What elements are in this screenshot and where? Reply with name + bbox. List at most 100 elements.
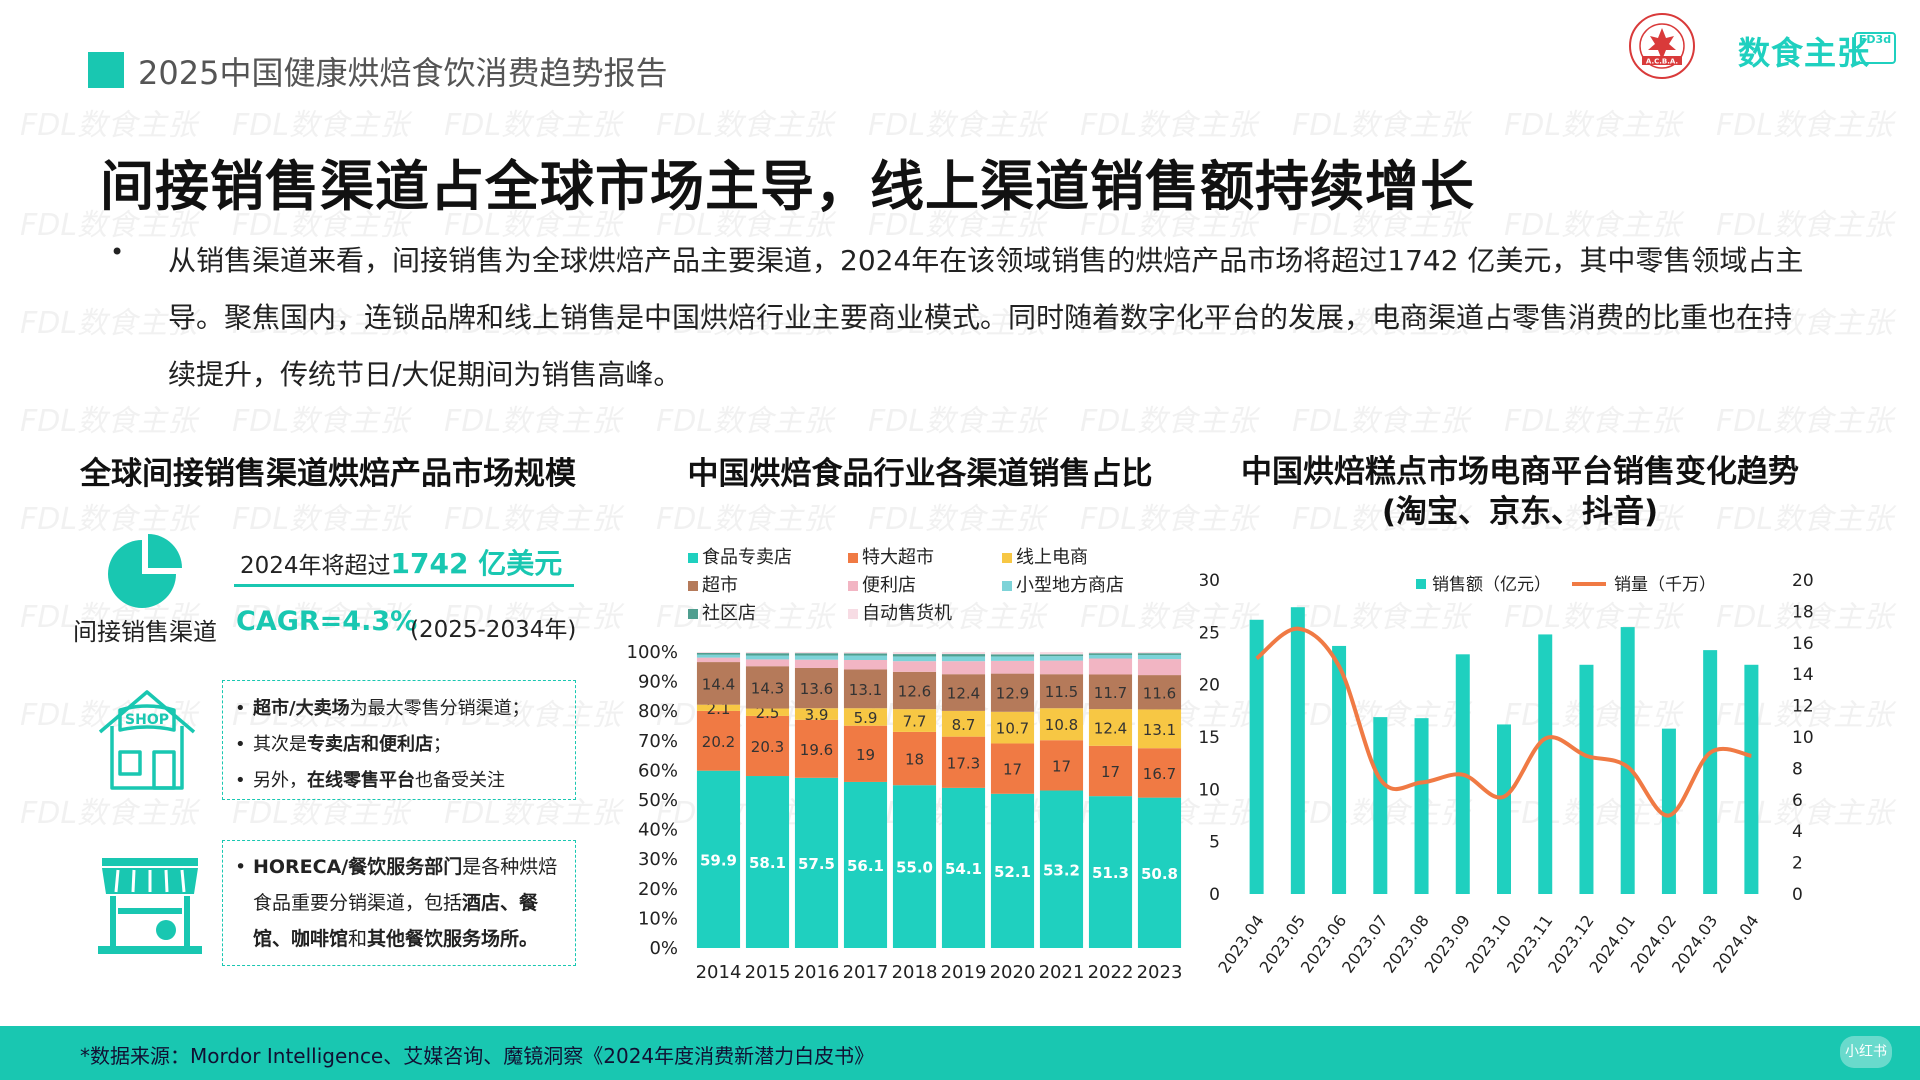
stacked-bar-segment <box>794 667 839 709</box>
segment-value-label: 10.8 <box>1045 716 1078 734</box>
stacked-bar-segment <box>696 704 741 711</box>
stacked-bar-segment <box>843 781 888 948</box>
segment-value-label: 11.7 <box>1094 684 1127 702</box>
shop-sign-text: SHOP <box>125 712 169 728</box>
sales-bar <box>1620 627 1635 894</box>
y-tick-label: 80% <box>638 701 678 722</box>
right-y-tick-label: 4 <box>1792 822 1803 842</box>
segment-value-label: 5.9 <box>854 709 878 727</box>
stacked-bar-segment <box>941 654 986 657</box>
stacked-bar-segment <box>843 659 888 670</box>
segment-value-label: 14.3 <box>751 679 784 697</box>
stacked-bar-segment <box>696 657 741 663</box>
retail-channels-box: 超市/大卖场为最大零售分销渠道； 其次是专卖店和便利店； 另外，在线零售平台也备… <box>222 680 576 800</box>
market-forecast: 2024年将超过1742 亿美元 <box>240 542 562 582</box>
cagr-period: (2025-2034年) <box>410 617 577 643</box>
segment-value-label: 51.3 <box>1092 864 1129 882</box>
stacked-bar-segment <box>1088 654 1133 659</box>
x-tick-label: 2018 <box>892 962 938 983</box>
stacked-bar-segment <box>843 653 888 656</box>
stacked-bar-segment <box>696 652 741 653</box>
legend-label: 线上电商 <box>1016 547 1088 568</box>
x-tick-label: 2015 <box>745 962 791 983</box>
stacked-bar-segment <box>990 652 1035 655</box>
stacked-bar-segment <box>990 793 1035 948</box>
stacked-bar-segment <box>843 708 888 726</box>
segment-value-label: 14.4 <box>702 675 735 693</box>
stacked-bar-segment <box>696 710 741 771</box>
right-y-tick-label: 2 <box>1792 854 1803 874</box>
stacked-bar-segment <box>1088 658 1133 675</box>
footer-bar <box>0 1026 1920 1080</box>
indirect-channel-label: 间接销售渠道 <box>73 618 217 646</box>
stacked-bar-segment <box>941 661 986 675</box>
intro-paragraph: 从销售渠道来看，间接销售为全球烘焙产品主要渠道，2024年在该领域销售的烘焙产品… <box>168 244 1804 391</box>
segment-value-label: 56.1 <box>847 857 884 875</box>
legend-swatch <box>1002 553 1012 563</box>
sales-bar <box>1497 724 1511 894</box>
stacked-bar-segment <box>794 708 839 720</box>
y-tick-label: 40% <box>638 820 678 841</box>
stacked-bar-segment <box>941 787 986 948</box>
stacked-bar-segment <box>1137 748 1182 798</box>
stacked-bar-segment <box>745 708 790 716</box>
watermark-text: FDL数食主张 <box>1080 108 1258 143</box>
x-tick-label: 2016 <box>794 962 840 983</box>
stacked-bar-segment <box>696 662 741 705</box>
storefront-icon <box>98 858 202 954</box>
stacked-bar-segment <box>1137 652 1182 654</box>
segment-value-label: 53.2 <box>1043 861 1080 879</box>
horeca-text: HORECA/餐饮服务部门是各种烘焙食品重要分销渠道，包括酒店、餐馆、咖啡馆和其… <box>231 849 567 957</box>
watermark-text: FDL数食主张 <box>1292 108 1470 143</box>
stacked-bar-segment <box>843 655 888 660</box>
stacked-bar-segment <box>745 653 790 656</box>
y-tick-label: 50% <box>638 790 678 811</box>
legend-swatch <box>848 553 858 563</box>
left-y-tick-label: 5 <box>1209 833 1220 853</box>
stacked-bar-segment <box>892 654 937 657</box>
segment-value-label: 12.4 <box>947 685 980 703</box>
segment-value-label: 13.6 <box>800 680 833 698</box>
segment-value-label: 3.9 <box>805 706 829 724</box>
stacked-bar-segment <box>1088 796 1133 948</box>
x-tick-label: 2021 <box>1039 962 1085 983</box>
stacked-bar-segment <box>1088 709 1133 746</box>
sales-bar <box>1661 728 1676 894</box>
stacked-bar-segment <box>990 673 1035 712</box>
segment-value-label: 8.7 <box>952 716 976 734</box>
retail-item-1: 超市/大卖场为最大零售分销渠道； <box>231 691 567 727</box>
stacked-bar-segment <box>990 656 1035 661</box>
right-y-tick-label: 16 <box>1792 634 1814 654</box>
segment-value-label: 17 <box>1003 761 1022 779</box>
segment-value-label: 16.7 <box>1143 765 1176 783</box>
right-y-tick-label: 10 <box>1792 728 1814 748</box>
y-tick-label: 100% <box>627 642 678 663</box>
watermark-text: FDL数食主张 <box>232 502 410 537</box>
ecommerce-sales-combo-chart: 销售额（亿元） 销量（千万） 0 5 10 15 20 25 30 0 2 4 6 8 10 12 14 16 18… <box>1200 571 1814 976</box>
stacked-bar-segment <box>1039 790 1084 948</box>
segment-value-label: 13.1 <box>1143 721 1176 739</box>
legend-swatch <box>688 609 698 619</box>
stacked-bar-segment <box>1137 654 1182 660</box>
stacked-bar-segment <box>1039 660 1084 675</box>
stacked-bar-segment <box>843 725 888 782</box>
x-tick-label: 2014 <box>696 962 742 983</box>
stacked-bar-segment <box>941 656 986 662</box>
segment-value-label: 12.9 <box>996 685 1029 703</box>
stacked-bar-segment <box>794 653 839 656</box>
stacked-bar-segment <box>1137 659 1182 676</box>
segment-value-label: 20.2 <box>702 733 735 751</box>
sales-bar <box>1373 717 1388 894</box>
stacked-bar-segment <box>941 710 986 737</box>
stacked-bar-segment <box>696 652 741 655</box>
y-tick-label: 70% <box>638 731 678 752</box>
segment-value-label: 54.1 <box>945 860 982 878</box>
retail-item-2: 其次是专卖店和便利店； <box>231 727 567 763</box>
watermark-text: FDL数食主张 <box>444 108 622 143</box>
ecommerce-chart-title: 中国烘焙糕点市场电商平台销售变化趋势 <box>1241 454 1799 490</box>
watermark-text: FDL数食主张 <box>1504 108 1682 143</box>
forecast-value: 1742 亿美元 <box>390 547 563 580</box>
legend-label: 小型地方商店 <box>1016 575 1124 596</box>
right-y-tick-label: 12 <box>1792 697 1814 717</box>
segment-value-label: 12.6 <box>898 682 931 700</box>
